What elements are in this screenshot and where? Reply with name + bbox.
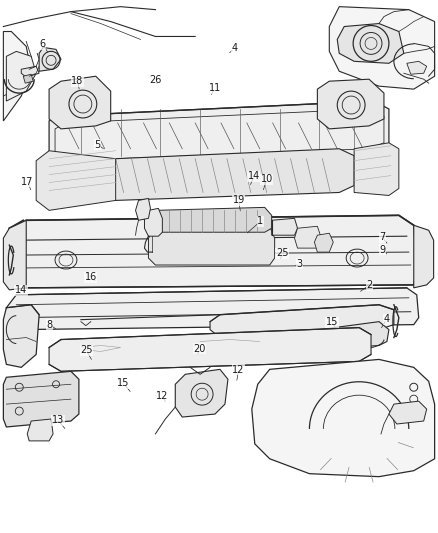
Text: 6: 6 [40, 39, 46, 49]
Text: 15: 15 [326, 317, 338, 327]
Polygon shape [252, 359, 434, 477]
Polygon shape [414, 225, 434, 288]
Text: 14: 14 [15, 285, 27, 295]
Text: 4: 4 [384, 314, 390, 325]
Polygon shape [294, 226, 321, 248]
Text: 8: 8 [46, 320, 52, 330]
Text: 2: 2 [366, 280, 372, 290]
Text: 12: 12 [233, 365, 245, 375]
Polygon shape [148, 207, 272, 232]
Polygon shape [354, 143, 399, 196]
Text: 15: 15 [117, 378, 130, 388]
Polygon shape [311, 321, 389, 350]
Text: 4: 4 [231, 43, 237, 53]
Text: 3: 3 [297, 259, 303, 269]
Polygon shape [329, 6, 434, 89]
Text: 13: 13 [52, 415, 64, 425]
Polygon shape [27, 419, 53, 441]
Text: 19: 19 [233, 195, 245, 205]
Polygon shape [145, 208, 162, 236]
Text: 1: 1 [257, 216, 263, 227]
Polygon shape [49, 101, 389, 168]
Text: 17: 17 [21, 177, 34, 187]
Text: 11: 11 [208, 83, 221, 93]
Polygon shape [4, 305, 39, 367]
Polygon shape [23, 74, 33, 83]
Polygon shape [318, 79, 384, 129]
Text: 14: 14 [248, 172, 260, 181]
Text: 10: 10 [261, 174, 273, 184]
Polygon shape [407, 61, 427, 74]
Polygon shape [389, 401, 427, 424]
Text: 20: 20 [193, 344, 205, 353]
Text: 16: 16 [85, 272, 97, 282]
Text: 9: 9 [379, 245, 385, 255]
Polygon shape [175, 369, 228, 417]
Polygon shape [49, 76, 111, 129]
Polygon shape [135, 198, 150, 220]
Text: 26: 26 [150, 75, 162, 85]
Text: 25: 25 [80, 345, 92, 355]
Polygon shape [337, 23, 404, 63]
Polygon shape [272, 219, 297, 235]
Polygon shape [9, 215, 417, 288]
Text: 25: 25 [276, 248, 288, 259]
Text: 7: 7 [379, 232, 385, 243]
Text: 18: 18 [71, 76, 84, 86]
Polygon shape [101, 149, 354, 200]
Polygon shape [4, 31, 31, 121]
Polygon shape [148, 226, 275, 265]
Polygon shape [7, 288, 419, 329]
Polygon shape [4, 372, 79, 427]
Polygon shape [49, 328, 371, 372]
Text: 5: 5 [94, 140, 100, 150]
Polygon shape [36, 151, 116, 211]
Polygon shape [39, 47, 61, 71]
Polygon shape [4, 220, 26, 290]
Polygon shape [314, 233, 333, 252]
Text: 12: 12 [156, 391, 169, 401]
Polygon shape [210, 305, 394, 337]
Polygon shape [7, 51, 36, 101]
Polygon shape [21, 66, 39, 77]
